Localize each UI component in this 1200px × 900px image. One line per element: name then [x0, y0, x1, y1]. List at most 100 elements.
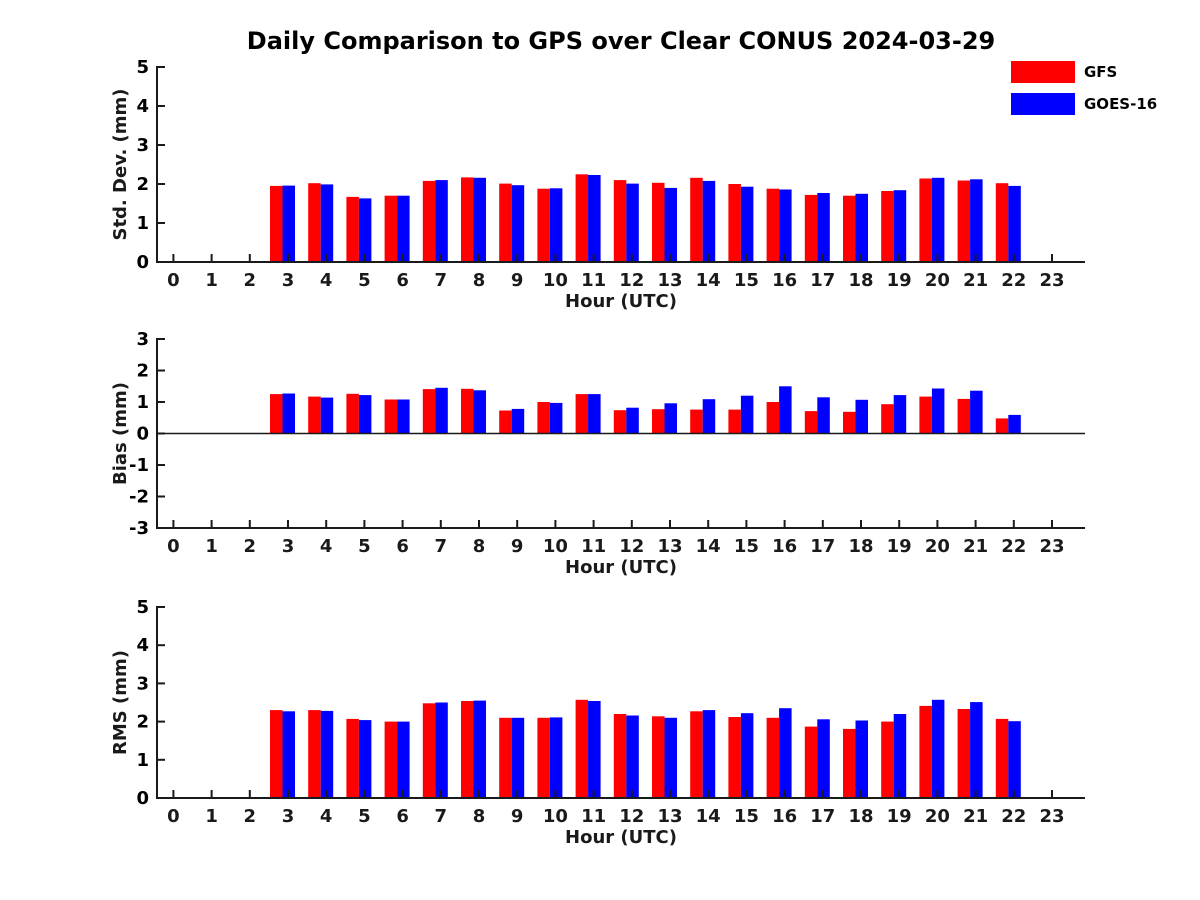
bar-goes-16-hour-18	[855, 399, 868, 434]
y-tick-label: 0	[136, 424, 149, 445]
x-tick-label: 14	[696, 806, 721, 827]
x-tick-label: 22	[1001, 806, 1026, 827]
bar-goes-16-hour-12	[626, 715, 639, 798]
bar-gfs-hour-3	[270, 394, 283, 434]
bar-goes-16-hour-7	[435, 702, 448, 798]
legend-label-goes16: GOES-16	[1084, 95, 1158, 113]
bar-goes-16-hour-19	[893, 190, 907, 262]
x-tick-label: 9	[511, 806, 524, 827]
y-tick-label: 5	[136, 57, 149, 78]
bar-goes-16-hour-5	[358, 720, 372, 798]
x-tick-label: 23	[1039, 806, 1064, 827]
bar-goes-16-hour-13	[664, 187, 677, 262]
x-tick-label: 21	[963, 806, 988, 827]
bar-gfs-hour-9	[499, 717, 512, 798]
bar-gfs-hour-12	[613, 180, 627, 262]
bar-gfs-hour-21	[957, 180, 971, 262]
bar-goes-16-hour-18	[855, 193, 868, 263]
bar-gfs-hour-5	[346, 196, 359, 262]
bar-goes-16-hour-14	[702, 399, 716, 434]
bar-gfs-hour-19	[881, 404, 894, 434]
x-tick-label: 15	[734, 536, 759, 557]
bar-goes-16-hour-19	[893, 395, 907, 434]
x-tick-label: 11	[581, 806, 606, 827]
bar-goes-16-hour-14	[702, 180, 716, 262]
x-tick-label: 10	[543, 270, 568, 291]
x-tick-label: 18	[848, 536, 873, 557]
legend-item-goes16: GOES-16	[1011, 93, 1157, 115]
x-tick-label: 9	[511, 536, 524, 557]
x-tick-label: 13	[657, 536, 682, 557]
x-tick-label: 3	[282, 806, 295, 827]
x-tick-label: 1	[205, 806, 218, 827]
bar-gfs-hour-16	[766, 717, 780, 798]
bar-gfs-hour-22	[995, 183, 1009, 262]
bar-gfs-hour-14	[690, 409, 703, 434]
y-tick-label: 2	[136, 361, 149, 382]
x-tick-label: 19	[887, 270, 912, 291]
bar-goes-16-hour-3	[282, 185, 295, 262]
x-tick-label: 3	[282, 536, 295, 557]
x-tick-label: 11	[581, 536, 606, 557]
x-tick-label: 8	[473, 270, 486, 291]
x-tick-label: 1	[205, 536, 218, 557]
x-tick-label: 4	[320, 536, 333, 557]
bar-gfs-hour-13	[652, 182, 665, 262]
x-tick-label: 5	[358, 806, 371, 827]
bar-gfs-hour-21	[957, 398, 971, 434]
bar-gfs-hour-9	[499, 183, 512, 262]
x-tick-label: 17	[810, 536, 835, 557]
bar-gfs-hour-17	[804, 411, 818, 434]
bar-gfs-hour-7	[422, 703, 436, 798]
x-tick-label: 2	[244, 536, 257, 557]
bar-gfs-hour-5	[346, 718, 359, 798]
bar-goes-16-hour-10	[549, 188, 563, 262]
y-tick-label: 0	[136, 252, 149, 273]
bar-gfs-hour-20	[919, 396, 932, 434]
bar-goes-16-hour-21	[970, 179, 983, 262]
bar-gfs-hour-15	[728, 717, 741, 798]
bar-goes-16-hour-16	[779, 189, 792, 262]
y-tick-label: 5	[136, 597, 149, 618]
bar-goes-16-hour-5	[358, 395, 372, 434]
x-axis-title: Hour (UTC)	[565, 291, 677, 312]
bar-goes-16-hour-19	[893, 714, 907, 798]
bar-gfs-hour-19	[881, 191, 894, 262]
x-tick-label: 11	[581, 270, 606, 291]
x-tick-label: 17	[810, 806, 835, 827]
bar-goes-16-hour-6	[397, 721, 410, 798]
x-tick-label: 16	[772, 806, 797, 827]
bar-gfs-hour-3	[270, 710, 283, 798]
bar-goes-16-hour-15	[740, 186, 754, 262]
bar-goes-16-hour-21	[970, 702, 983, 798]
bar-gfs-hour-6	[384, 195, 398, 262]
y-tick-label: 4	[136, 635, 149, 656]
x-tick-label: 5	[358, 536, 371, 557]
x-tick-label: 12	[619, 806, 644, 827]
x-tick-label: 20	[925, 536, 950, 557]
bar-gfs-hour-17	[804, 726, 818, 798]
legend-swatch-gfs-icon	[1011, 61, 1075, 83]
bar-goes-16-hour-17	[817, 397, 830, 434]
bar-gfs-hour-22	[995, 718, 1009, 798]
y-tick-label: 2	[136, 174, 149, 195]
x-tick-label: 0	[167, 806, 180, 827]
bar-goes-16-hour-17	[817, 193, 830, 262]
bar-goes-16-hour-3	[282, 711, 295, 798]
legend-label-gfs: GFS	[1084, 63, 1118, 81]
x-tick-label: 15	[734, 806, 759, 827]
bar-gfs-hour-14	[690, 177, 703, 262]
bar-goes-16-hour-8	[473, 177, 486, 262]
chart-title: Daily Comparison to GPS over Clear CONUS…	[246, 27, 996, 55]
bar-gfs-hour-7	[422, 389, 436, 434]
x-tick-label: 6	[396, 270, 409, 291]
y-axis-title: Std. Dev. (mm)	[110, 88, 131, 240]
bar-goes-16-hour-4	[320, 184, 334, 262]
x-tick-label: 13	[657, 270, 682, 291]
legend-swatch-goes16-icon	[1011, 93, 1075, 115]
bar-goes-16-hour-12	[626, 407, 639, 434]
x-tick-label: 23	[1039, 270, 1064, 291]
x-tick-label: 8	[473, 536, 486, 557]
x-tick-label: 15	[734, 270, 759, 291]
